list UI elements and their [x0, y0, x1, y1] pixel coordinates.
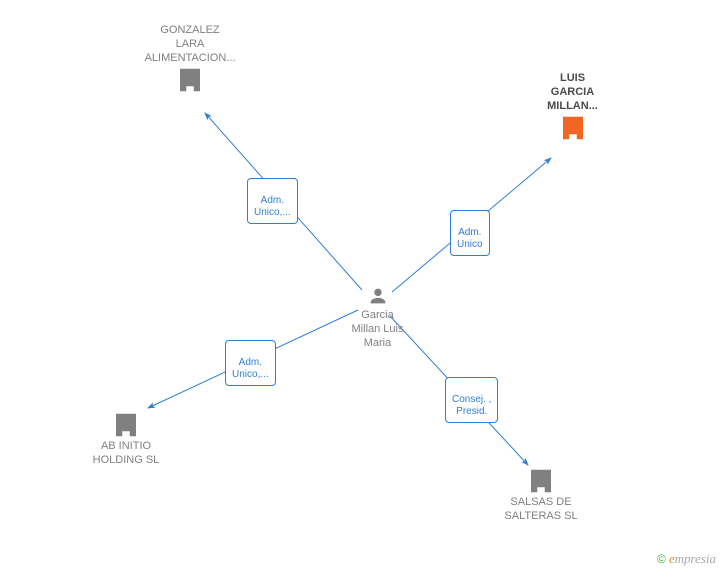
- edge-label-luis: Adm. Unico: [450, 210, 490, 256]
- building-icon: [495, 466, 587, 496]
- edge-label-gonzalez: Adm. Unico,...: [247, 178, 298, 224]
- edge-label-abinitio: Adm. Unico,...: [225, 340, 276, 386]
- node-salsas[interactable]: SALSAS DE SALTERAS SL: [495, 466, 587, 524]
- watermark: ©empresia: [657, 551, 716, 567]
- node-label: AB INITIO HOLDING SL: [80, 440, 172, 468]
- edge-label-text: Consej. , Presid.: [452, 394, 491, 418]
- node-label: Garcia Millan Luis Maria: [345, 309, 410, 350]
- node-abinitio[interactable]: AB INITIO HOLDING SL: [80, 410, 172, 468]
- edge-label-text: Adm. Unico: [457, 227, 483, 251]
- node-luis[interactable]: LUIS GARCIA MILLAN...: [535, 72, 610, 143]
- node-label: SALSAS DE SALTERAS SL: [495, 496, 587, 524]
- edge-label-text: Adm. Unico,...: [254, 195, 291, 219]
- node-person-center[interactable]: Garcia Millan Luis Maria: [345, 285, 410, 350]
- node-gonzalez[interactable]: GONZALEZ LARA ALIMENTACION...: [135, 24, 245, 95]
- building-icon: [535, 113, 610, 143]
- building-icon: [135, 65, 245, 95]
- watermark-rest: mpresia: [675, 551, 716, 566]
- building-icon: [80, 410, 172, 440]
- copyright-icon: ©: [657, 552, 666, 566]
- edge-label-salsas: Consej. , Presid.: [445, 377, 498, 423]
- edge-label-text: Adm. Unico,...: [232, 357, 269, 381]
- node-label: GONZALEZ LARA ALIMENTACION...: [135, 24, 245, 65]
- person-icon: [345, 285, 410, 307]
- node-label: LUIS GARCIA MILLAN...: [535, 72, 610, 113]
